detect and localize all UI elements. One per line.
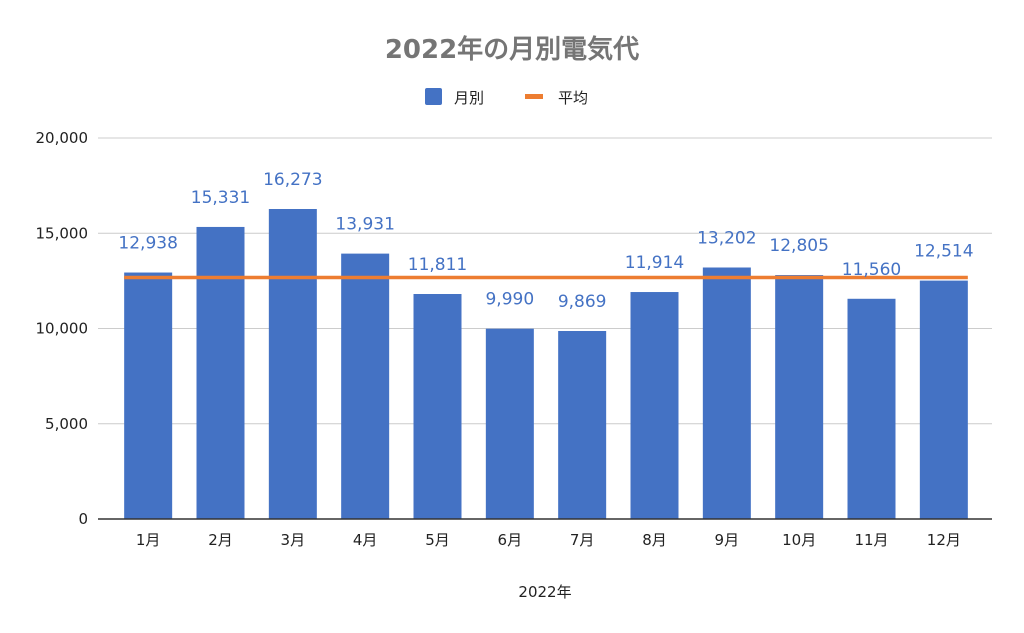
- y-tick-label: 10,000: [36, 320, 89, 338]
- bar-12月: [919, 280, 968, 519]
- x-tick-label: 5月: [425, 531, 450, 549]
- x-tick-label: 1月: [136, 531, 161, 549]
- x-tick-label: 2月: [208, 531, 233, 549]
- x-tick-label: 9月: [715, 531, 740, 549]
- data-labels: 12,938 15,331 16,273 13,931 11,811 9,990 9,869…: [118, 170, 973, 312]
- legend-label-monthly: 月別: [454, 89, 484, 107]
- x-axis-title: 2022年: [518, 583, 571, 601]
- x-tick-label: 10月: [782, 531, 816, 549]
- x-tick-label: 7月: [570, 531, 595, 549]
- bar-9月: [702, 267, 751, 519]
- data-label: 15,331: [191, 188, 250, 208]
- y-tick-label: 20,000: [36, 129, 89, 147]
- x-tick-label: 4月: [353, 531, 378, 549]
- data-label: 11,914: [625, 253, 684, 273]
- y-tick-label: 15,000: [36, 224, 89, 242]
- data-label: 13,202: [697, 229, 756, 249]
- data-label: 13,931: [335, 215, 394, 235]
- bar-10月: [775, 275, 824, 519]
- chart-title: 2022年の月別電気代: [385, 34, 639, 65]
- data-label: 11,560: [842, 260, 901, 280]
- bar-2月: [196, 226, 245, 519]
- bar-8月: [630, 292, 679, 519]
- legend-swatch-monthly: [425, 88, 442, 105]
- data-label: 16,273: [263, 170, 322, 190]
- bar-11月: [847, 298, 896, 519]
- x-tick-label: 3月: [281, 531, 306, 549]
- x-axis-ticks: 1月 2月 3月 4月 5月 6月 7月 8月 9月 10月 11月 12月: [136, 531, 961, 549]
- y-tick-label: 0: [78, 510, 88, 528]
- y-axis-ticks: 0 5,000 10,000 15,000 20,000: [36, 129, 89, 528]
- data-label: 9,869: [558, 292, 607, 312]
- data-label: 12,805: [769, 236, 828, 256]
- bar-4月: [341, 253, 390, 520]
- data-label: 12,514: [914, 242, 973, 262]
- x-tick-label: 11月: [854, 531, 888, 549]
- gridlines: [98, 137, 992, 425]
- x-tick-label: 12月: [927, 531, 961, 549]
- bar-1月: [124, 272, 173, 519]
- y-tick-label: 5,000: [45, 415, 88, 433]
- data-label: 9,990: [485, 290, 534, 310]
- x-tick-label: 8月: [642, 531, 667, 549]
- bar-3月: [268, 208, 317, 520]
- x-tick-label: 6月: [498, 531, 523, 549]
- data-label: 11,811: [408, 255, 467, 275]
- bars: [124, 208, 968, 520]
- legend: 月別 平均: [425, 88, 588, 107]
- legend-label-average: 平均: [558, 89, 588, 107]
- data-label: 12,938: [118, 234, 177, 254]
- bar-7月: [558, 330, 607, 519]
- bar-6月: [485, 328, 534, 519]
- legend-swatch-average: [525, 94, 543, 99]
- bar-5月: [413, 294, 462, 519]
